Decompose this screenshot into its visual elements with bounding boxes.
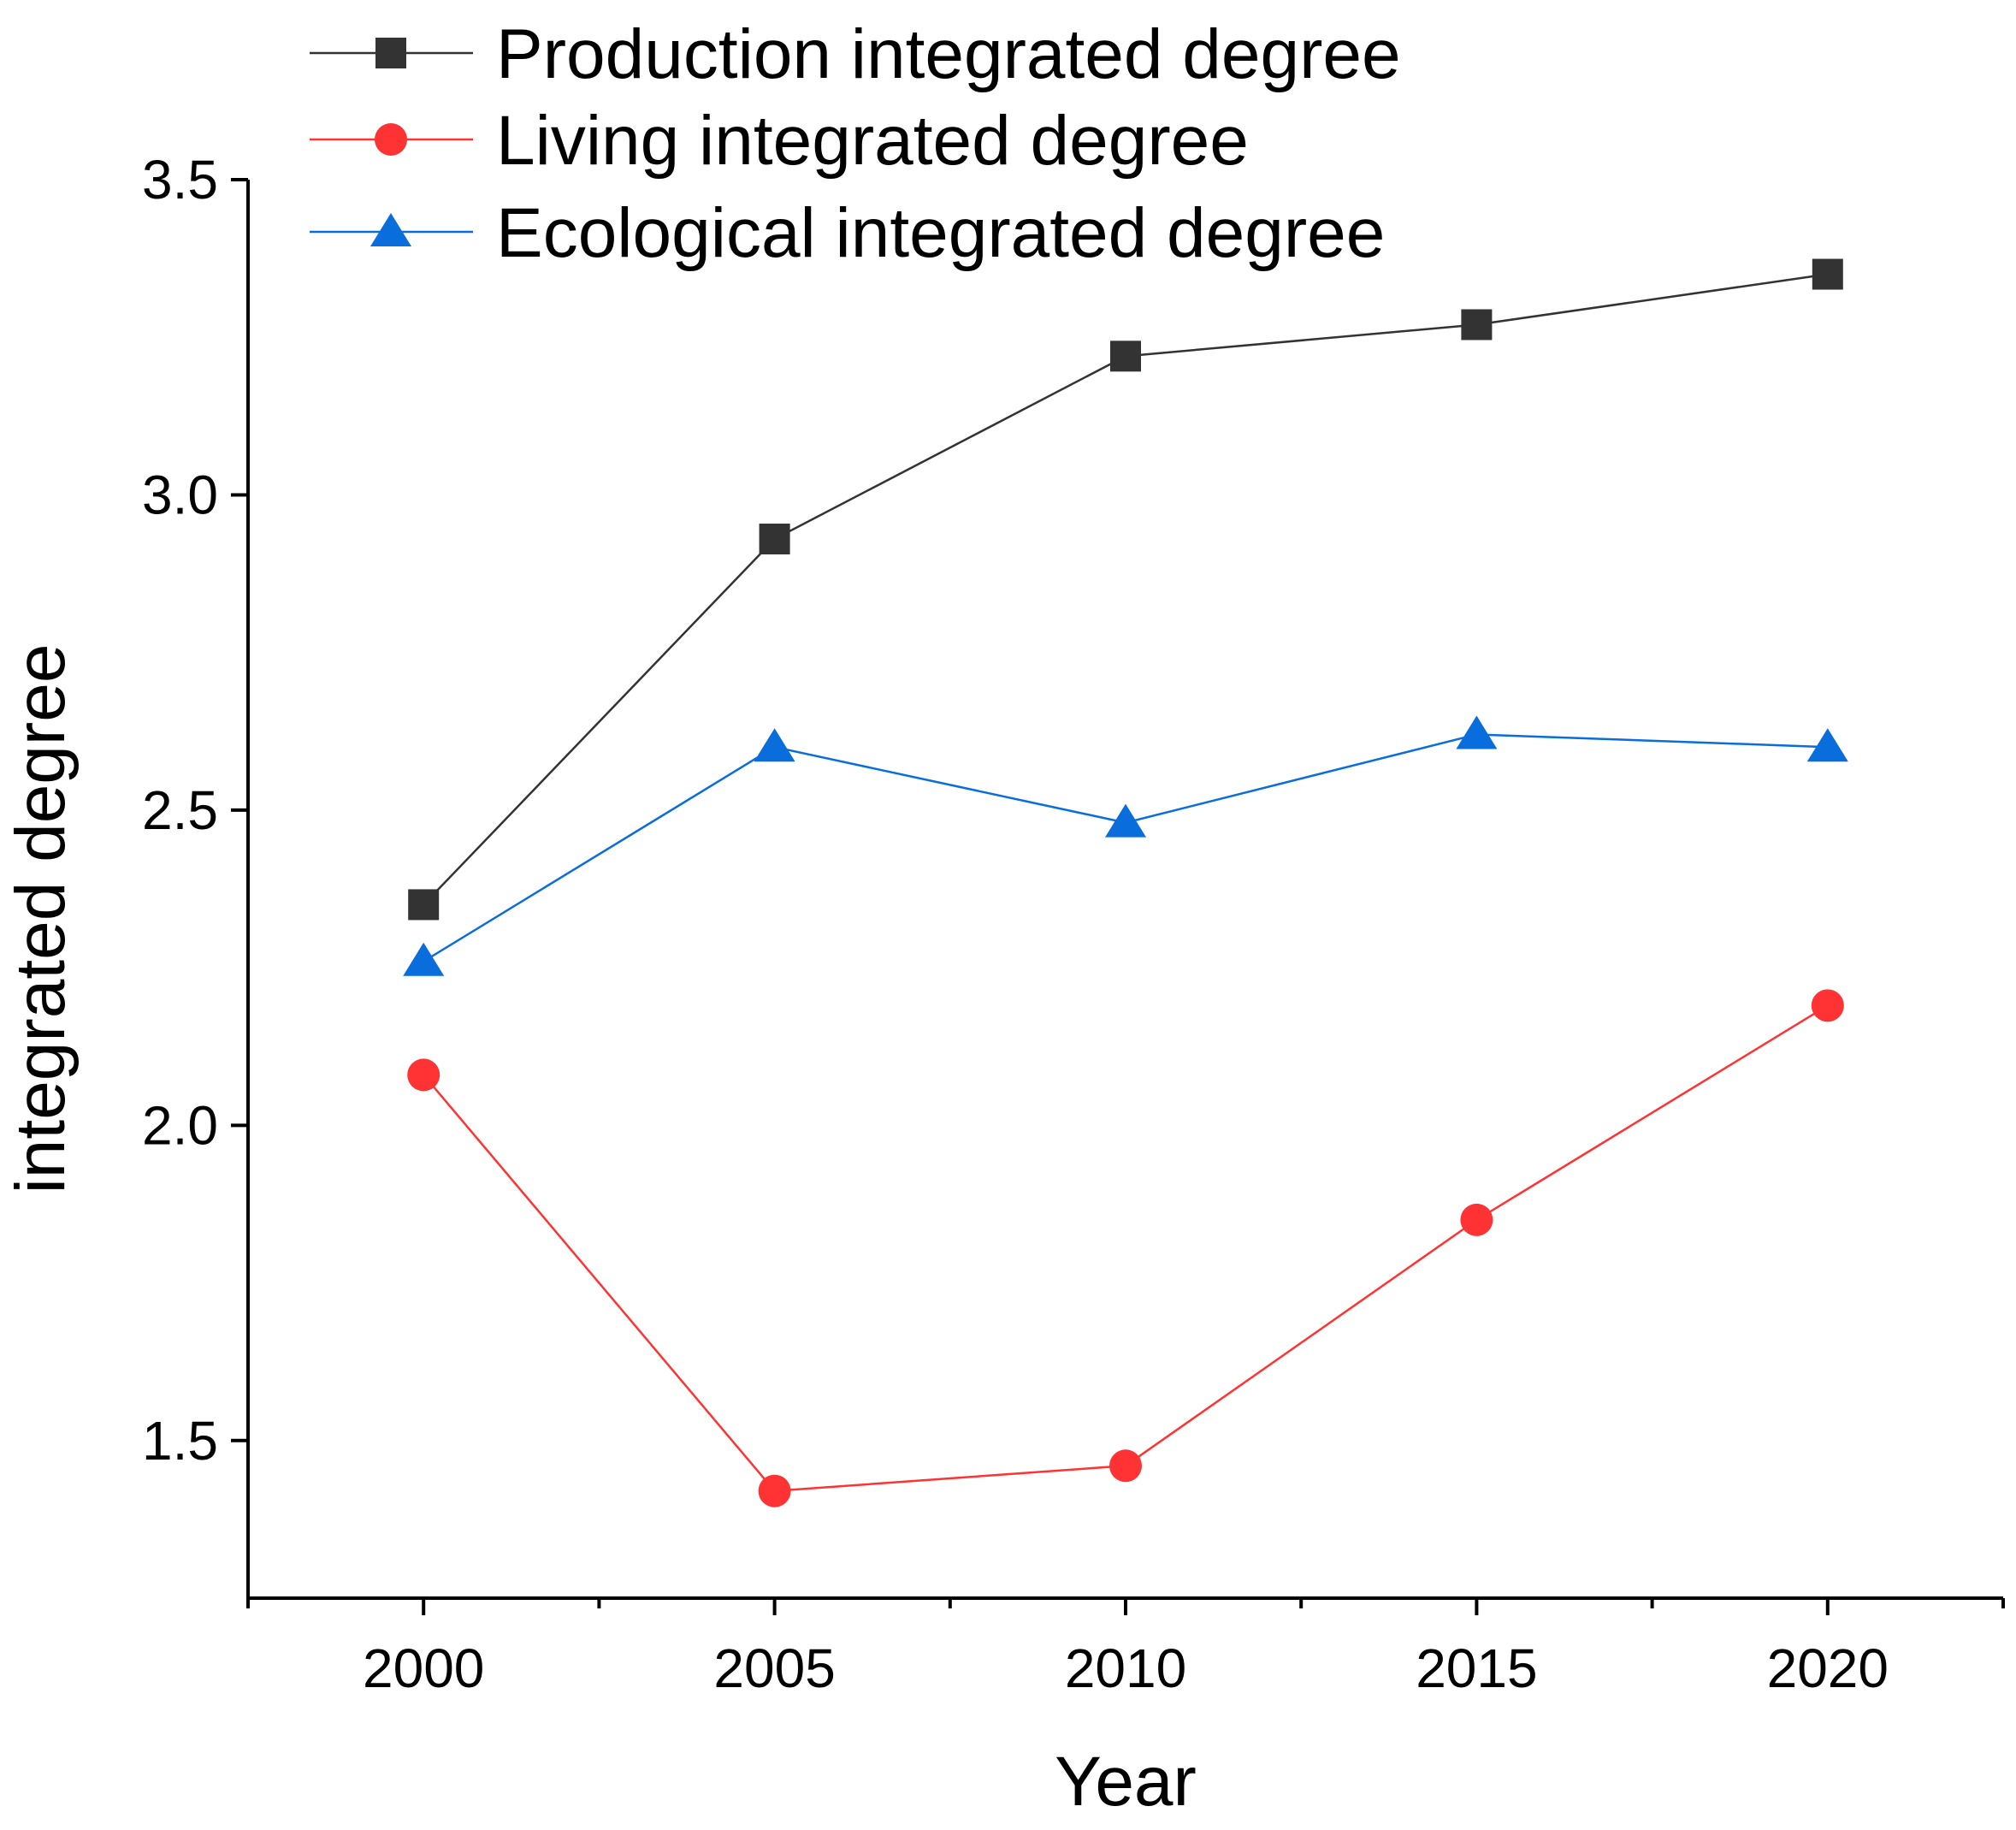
data-point xyxy=(403,942,445,976)
legend-label: Ecological integrated degree xyxy=(496,194,1385,272)
legend-item: Ecological integrated degree xyxy=(310,194,1385,272)
y-axis-ticks: 1.5 2.0 2.5 3.0 3.5 xyxy=(142,149,248,1472)
data-point xyxy=(1811,989,1844,1022)
legend-marker xyxy=(375,38,406,68)
data-point xyxy=(1110,341,1141,372)
data-point xyxy=(407,1058,440,1092)
y-tick-label: 3.5 xyxy=(142,149,218,210)
x-tick-label: 2020 xyxy=(1767,1638,1889,1699)
legend-marker xyxy=(375,123,407,156)
y-tick-label: 3.0 xyxy=(142,464,218,525)
data-point xyxy=(1812,258,1843,290)
legend-label: Production integrated degree xyxy=(496,15,1401,93)
data-point xyxy=(408,889,440,921)
data-point xyxy=(759,524,790,555)
x-tick-label: 2010 xyxy=(1065,1638,1186,1699)
x-axis-ticks: 2000 2005 2010 2015 2020 xyxy=(246,1598,2005,1699)
series-line xyxy=(423,733,1828,962)
series-line xyxy=(423,1004,1829,1493)
data-point xyxy=(1461,309,1493,341)
x-tick-label: 2005 xyxy=(713,1638,835,1699)
y-tick-label: 1.5 xyxy=(142,1410,218,1472)
series-1 xyxy=(407,989,1844,1507)
x-tick-label: 2015 xyxy=(1416,1638,1537,1699)
axes: 1.5 2.0 2.5 3.0 3.5 2000 2005 2010 2015 2020 Yea… xyxy=(2,149,2005,1821)
x-tick-label: 2000 xyxy=(363,1638,484,1699)
y-tick-label: 2.0 xyxy=(142,1094,218,1156)
data-point xyxy=(758,1474,791,1507)
legend-item: Living integrated degree xyxy=(310,102,1249,180)
data-point xyxy=(1109,1449,1142,1483)
legend-marker xyxy=(370,213,411,246)
series-0 xyxy=(408,258,1843,921)
data-point xyxy=(1460,1203,1493,1236)
data-point xyxy=(1105,803,1146,838)
y-axis-title: integrated degree xyxy=(2,644,80,1194)
series-2 xyxy=(403,715,1848,976)
data-point xyxy=(1806,728,1848,762)
legend-label: Living integrated degree xyxy=(496,102,1249,180)
data-point xyxy=(1456,715,1498,749)
x-axis-title: Year xyxy=(1055,1743,1197,1821)
legend: Production integrated degree Living integ… xyxy=(310,15,1401,272)
data-point xyxy=(754,728,795,762)
y-tick-label: 2.5 xyxy=(142,779,218,841)
legend-item: Production integrated degree xyxy=(310,15,1401,93)
series-layer xyxy=(403,258,1848,1507)
